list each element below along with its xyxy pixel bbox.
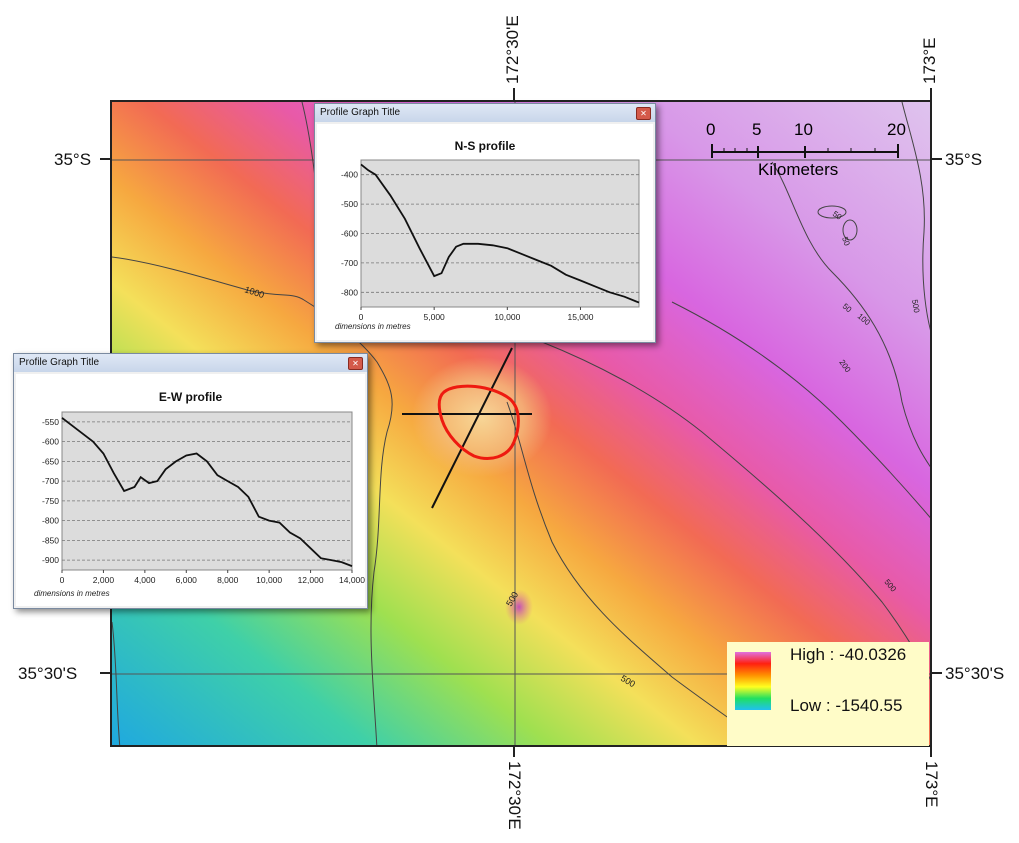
- close-icon[interactable]: ✕: [348, 357, 363, 370]
- ns-profile-graph-area: N-S profile -400 -500 -600 -700 -800 0 5,000 10…: [317, 124, 653, 340]
- ew-profile-graph-title: E-W profile: [158, 390, 223, 404]
- ns-profile-titlebar[interactable]: Profile Graph Title ✕: [315, 104, 655, 122]
- tick-right-lat-1: [932, 158, 942, 160]
- ew-profile-window[interactable]: Profile Graph Title ✕ E-W profile -550 -6…: [13, 353, 368, 609]
- ew-y-tick-label: -700: [42, 476, 59, 486]
- scale-unit-label: Kilometers: [758, 160, 839, 179]
- scale-bar: 0 5 10 20 Kilometers: [700, 118, 915, 180]
- ns-y-tick-label: -600: [341, 229, 358, 239]
- lat-label-right-1: 35°S: [945, 150, 983, 169]
- lat-label-left-2: 35°30'S: [18, 664, 78, 683]
- legend: High : -40.0326 Low : -1540.55: [727, 642, 929, 746]
- lon-label-bottom-2: 173°E: [922, 761, 941, 808]
- ew-profile-graph-area: E-W profile -550 -600 -650 -700 -750 -800 -850…: [16, 374, 365, 606]
- ns-x-tick-label: 0: [359, 312, 364, 322]
- tick-left-lat-2: [100, 672, 110, 674]
- ns-y-tick-label: -800: [341, 287, 358, 297]
- scale-bar-graphic: [711, 144, 899, 158]
- contour-500-west: [112, 621, 121, 745]
- ew-x-tick-label: 0: [60, 575, 65, 585]
- ns-profile-note: dimensions in metres: [335, 322, 411, 331]
- contour-1000: [112, 256, 393, 745]
- ew-plot-area: [61, 411, 353, 571]
- ew-x-tick-label: 2,000: [93, 575, 115, 585]
- ew-profile-window-title: Profile Graph Title: [19, 357, 100, 368]
- ew-y-tick-label: -650: [42, 456, 59, 466]
- legend-color-ramp: [735, 652, 771, 710]
- ns-y-tick-label: -500: [341, 199, 358, 209]
- legend-low-label: Low : -1540.55: [790, 696, 903, 715]
- ew-x-tick-label: 6,000: [176, 575, 198, 585]
- contour-50-b: [901, 102, 930, 331]
- lat-label-right-2: 35°30'S: [945, 664, 1005, 683]
- tick-top-lon-1: [513, 88, 515, 100]
- contour-50-island-2: [842, 219, 858, 241]
- lon-label-top-1: 172°30'E: [503, 15, 522, 84]
- ew-y-tick-label: -900: [42, 555, 59, 565]
- ns-x-tick-label: 5,000: [424, 312, 446, 322]
- ns-profile-line[interactable]: [431, 347, 513, 509]
- ns-y-tick-label: -400: [341, 170, 358, 180]
- tick-top-lon-2: [930, 88, 932, 100]
- scale-label-0: 0: [706, 120, 716, 139]
- ns-y-tick-label: -700: [341, 258, 358, 268]
- ew-x-tick-label: 8,000: [217, 575, 239, 585]
- lon-label-bottom-1: 172°30'E: [505, 761, 524, 830]
- tick-bottom-lon-2: [930, 747, 932, 757]
- contour-500-b: [506, 401, 768, 745]
- ew-y-tick-label: -550: [42, 417, 59, 427]
- ew-y-tick-label: -750: [42, 496, 59, 506]
- ns-profile-graph-title: N-S profile: [454, 139, 516, 153]
- seamount-outline[interactable]: [437, 384, 520, 460]
- legend-high-label: High : -40.0326: [790, 645, 907, 664]
- ew-x-tick-label: 10,000: [256, 575, 282, 585]
- ew-x-tick-label: 4,000: [134, 575, 156, 585]
- ew-y-tick-label: -600: [42, 437, 59, 447]
- scale-label-5: 5: [752, 120, 762, 139]
- contour-label: 50: [840, 236, 852, 248]
- ns-profile-window-title: Profile Graph Title: [320, 107, 401, 118]
- tick-left-lat-1: [100, 158, 110, 160]
- tick-right-lat-2: [932, 672, 942, 674]
- small-seamount: [505, 589, 533, 625]
- ns-profile-window[interactable]: Profile Graph Title ✕ N-S profile -400 -5…: [314, 103, 656, 343]
- ew-x-tick-label: 12,000: [298, 575, 324, 585]
- ew-profile-line: [61, 417, 353, 567]
- ns-profile-chart: -400 -500 -600 -700 -800 0 5,000 10,000 15,000: [341, 159, 640, 322]
- contour-50-a: [771, 161, 930, 468]
- seamount-area: [412, 357, 552, 477]
- ew-profile-note: dimensions in metres: [34, 589, 110, 598]
- ew-y-tick-label: -800: [42, 516, 59, 526]
- ew-x-tick-label: 14,000: [339, 575, 365, 585]
- close-icon[interactable]: ✕: [636, 107, 651, 120]
- ns-x-tick-label: 15,000: [567, 312, 593, 322]
- ew-y-tick-label: -850: [42, 535, 59, 545]
- lat-label-left-1: 35°S: [54, 150, 92, 169]
- tick-bottom-lon-1: [513, 747, 515, 757]
- ns-x-tick-label: 10,000: [494, 312, 520, 322]
- contour-50-island: [817, 205, 847, 219]
- contour-100: [671, 301, 930, 519]
- lon-label-top-2: 173°E: [920, 37, 939, 84]
- scale-label-20: 20: [887, 120, 906, 139]
- ew-profile-titlebar[interactable]: Profile Graph Title ✕: [14, 354, 367, 372]
- scale-label-10: 10: [794, 120, 813, 139]
- contour-label: 500: [910, 299, 921, 314]
- ns-profile-line: [360, 163, 640, 304]
